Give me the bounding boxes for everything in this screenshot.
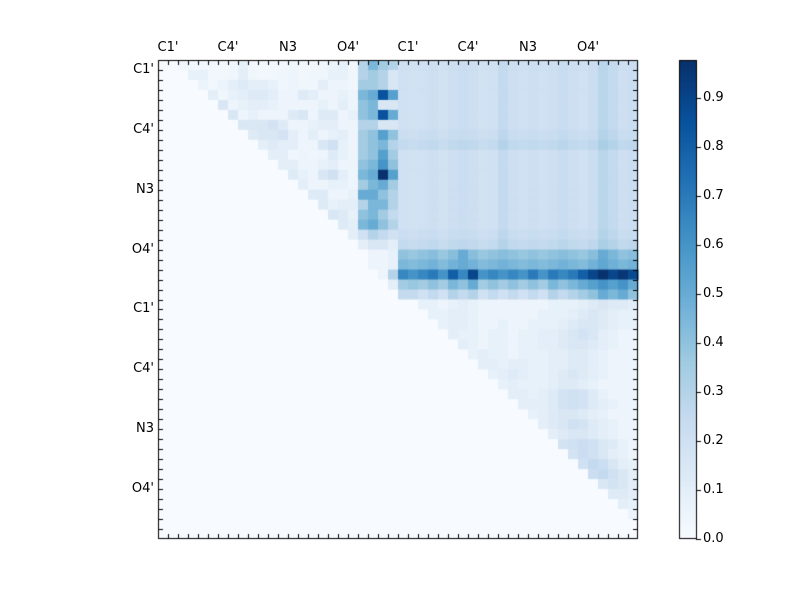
x-tick-label: C4'	[217, 40, 239, 55]
x-tick-label: N3	[279, 40, 297, 55]
colorbar-tick-label: 0.8	[703, 138, 724, 154]
colorbar-tick-label: 0.3	[703, 383, 724, 399]
x-tick-label: O4'	[336, 40, 360, 55]
colorbar-tick-label: 0.4	[703, 334, 724, 350]
colorbar-tick-label: 0.2	[703, 432, 724, 448]
x-tick-label: C4'	[457, 40, 479, 55]
y-tick-label: C4'	[133, 361, 154, 377]
y-tick-label: C1'	[133, 61, 154, 77]
y-tick-label: C1'	[133, 301, 154, 317]
x-tick-label: C1'	[157, 40, 179, 55]
colorbar-tick-label: 0.0	[703, 531, 724, 546]
x-tick-label: O4'	[576, 40, 600, 55]
y-tick-label: O4'	[131, 481, 154, 497]
x-tick-label: N3	[519, 40, 537, 55]
colorbar-tick-label: 0.7	[703, 187, 724, 203]
x-tick-label: C1'	[397, 40, 419, 55]
y-tick-label: C4'	[133, 121, 154, 137]
y-tick-label: N3	[136, 181, 154, 197]
y-tick-label: O4'	[131, 241, 154, 257]
y-tick-label: N3	[136, 421, 154, 437]
colorbar-tick-label: 0.9	[703, 89, 724, 105]
colorbar-tick-label: 0.5	[703, 285, 724, 301]
colorbar-tick-label: 0.6	[703, 236, 724, 252]
colorbar-tick-label: 0.1	[703, 481, 724, 497]
